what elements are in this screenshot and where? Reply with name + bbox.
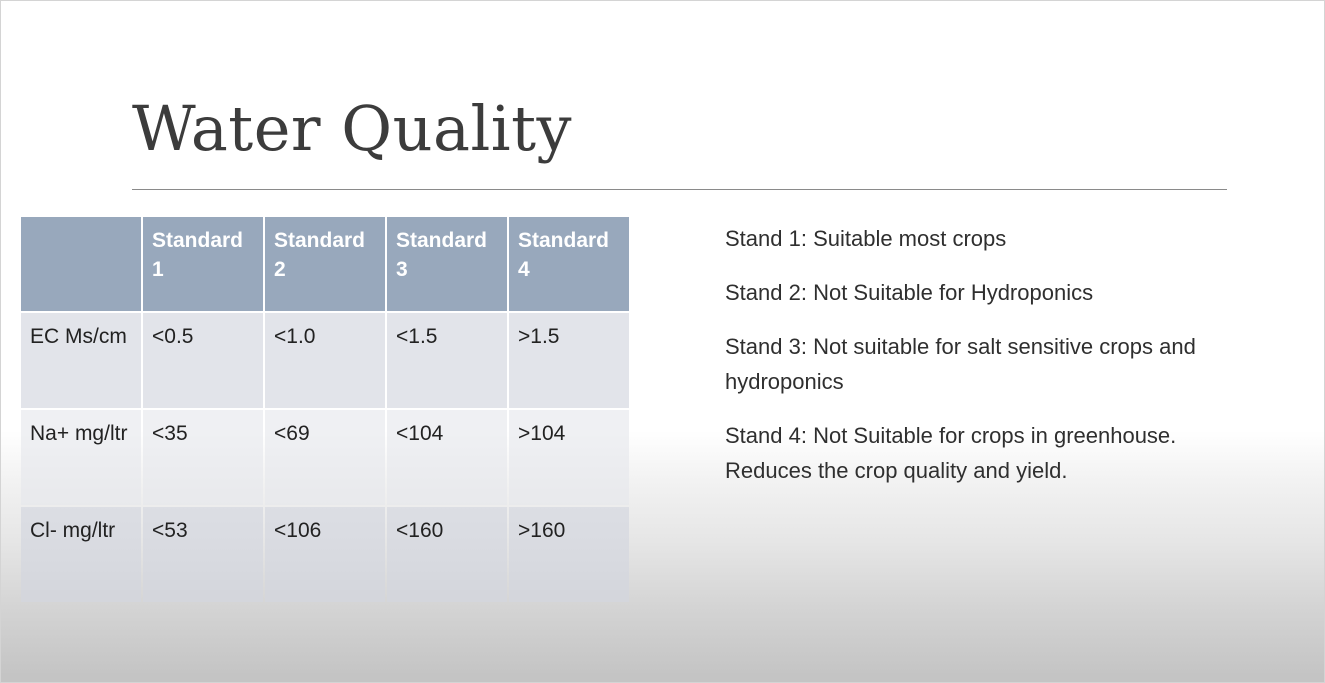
slide-title: Water Quality bbox=[132, 92, 573, 165]
cell-cl-standard-4: >160 bbox=[509, 507, 629, 602]
table-header-row: Standard 1 Standard 2 Standard 3 Standar… bbox=[21, 217, 629, 311]
cell-na-standard-2: <69 bbox=[265, 410, 385, 505]
note-standard-3: Stand 3: Not suitable for salt sensitive… bbox=[725, 334, 1196, 394]
cell-ec-standard-2: <1.0 bbox=[265, 313, 385, 408]
water-quality-table: Standard 1 Standard 2 Standard 3 Standar… bbox=[19, 215, 631, 604]
row-label-cl: Cl- mg/ltr bbox=[21, 507, 141, 602]
header-cell-standard-2: Standard 2 bbox=[265, 217, 385, 311]
cell-ec-standard-3: <1.5 bbox=[387, 313, 507, 408]
cell-ec-standard-4: >1.5 bbox=[509, 313, 629, 408]
row-label-na: Na+ mg/ltr bbox=[21, 410, 141, 505]
cell-na-standard-4: >104 bbox=[509, 410, 629, 505]
standards-notes: Stand 1: Suitable most crops Stand 2: No… bbox=[725, 221, 1245, 507]
header-cell-blank bbox=[21, 217, 141, 311]
note-standard-2: Stand 2: Not Suitable for Hydroponics bbox=[725, 280, 1094, 305]
cell-cl-standard-2: <106 bbox=[265, 507, 385, 602]
cell-cl-standard-3: <160 bbox=[387, 507, 507, 602]
table-row-cl: Cl- mg/ltr <53 <106 <160 >160 bbox=[21, 507, 629, 602]
note-standard-1: Stand 1: Suitable most crops bbox=[725, 226, 1007, 251]
cell-na-standard-3: <104 bbox=[387, 410, 507, 505]
header-cell-standard-4: Standard 4 bbox=[509, 217, 629, 311]
table-row-ec: EC Ms/cm <0.5 <1.0 <1.5 >1.5 bbox=[21, 313, 629, 408]
table-row-na: Na+ mg/ltr <35 <69 <104 >104 bbox=[21, 410, 629, 505]
cell-cl-standard-1: <53 bbox=[143, 507, 263, 602]
cell-ec-standard-1: <0.5 bbox=[143, 313, 263, 408]
header-cell-standard-3: Standard 3 bbox=[387, 217, 507, 311]
header-cell-standard-1: Standard 1 bbox=[143, 217, 263, 311]
title-divider bbox=[132, 189, 1227, 190]
note-standard-4: Stand 4: Not Suitable for crops in green… bbox=[725, 423, 1177, 483]
row-label-ec: EC Ms/cm bbox=[21, 313, 141, 408]
cell-na-standard-1: <35 bbox=[143, 410, 263, 505]
